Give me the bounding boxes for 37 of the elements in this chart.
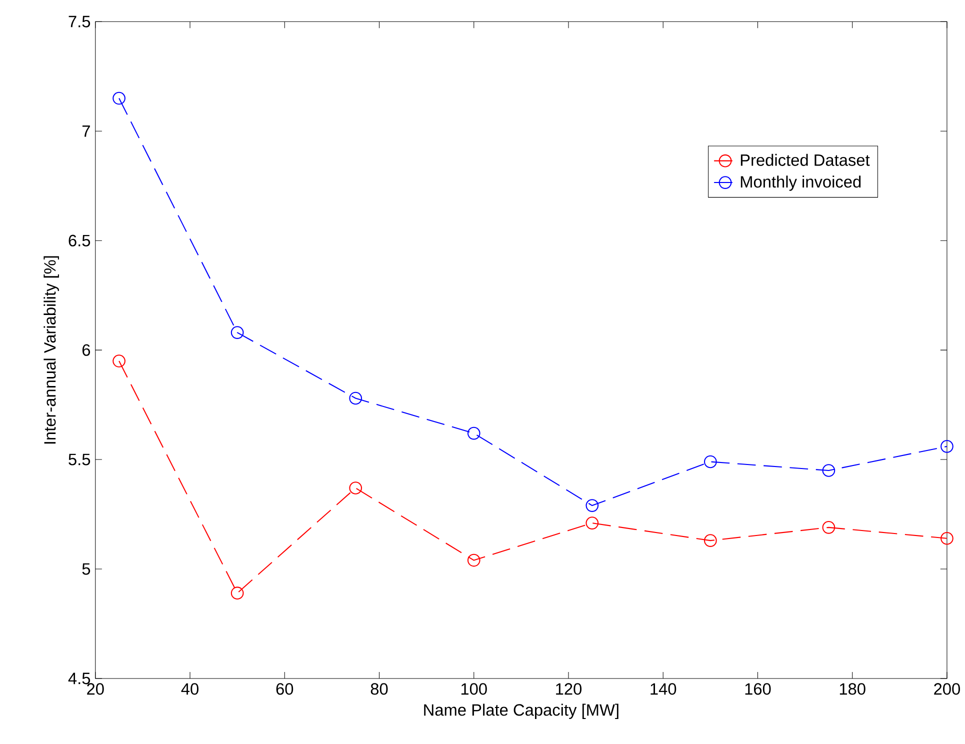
point xyxy=(940,440,954,453)
y-tick-label: 4.5 xyxy=(68,672,90,684)
point xyxy=(349,392,362,404)
x-tick-label: 120 xyxy=(556,682,582,695)
point xyxy=(586,516,599,530)
x-axis-title: Name Plate Capacity [MW] xyxy=(424,704,618,719)
y-tick-label: 7 xyxy=(82,125,90,137)
point xyxy=(467,554,480,567)
point xyxy=(704,534,717,547)
point xyxy=(704,455,717,468)
point xyxy=(112,92,126,104)
legend-label: Monthly invoiced xyxy=(740,175,861,191)
x-tick-label: 40 xyxy=(181,682,198,695)
point xyxy=(467,426,480,440)
point xyxy=(822,464,836,477)
point xyxy=(349,481,362,494)
x-tick-label: 160 xyxy=(745,682,771,695)
x-tick-label: 20 xyxy=(87,682,104,695)
point xyxy=(230,586,244,600)
point xyxy=(822,520,836,534)
legend-label: Predicted Dataset xyxy=(740,154,870,166)
x-tick-label: 60 xyxy=(276,682,294,695)
x-tick-label: 140 xyxy=(650,682,676,695)
x-tick-label: 200 xyxy=(934,682,960,695)
point xyxy=(940,532,954,545)
point xyxy=(586,498,599,512)
y-axis-title: Inter-annual Variability [%] xyxy=(44,256,59,444)
y-tick-label: 5 xyxy=(82,563,90,575)
x-tick-label: 180 xyxy=(840,682,866,695)
y-tick-label: 6 xyxy=(82,344,90,356)
x-tick-label: 100 xyxy=(461,682,487,695)
point xyxy=(112,354,126,368)
x-tick-label: 80 xyxy=(370,682,388,695)
y-tick-label: 7.5 xyxy=(68,16,90,28)
y-tick-label: 6.5 xyxy=(68,234,90,246)
y-tick-label: 5.5 xyxy=(68,454,90,466)
point xyxy=(230,326,244,339)
